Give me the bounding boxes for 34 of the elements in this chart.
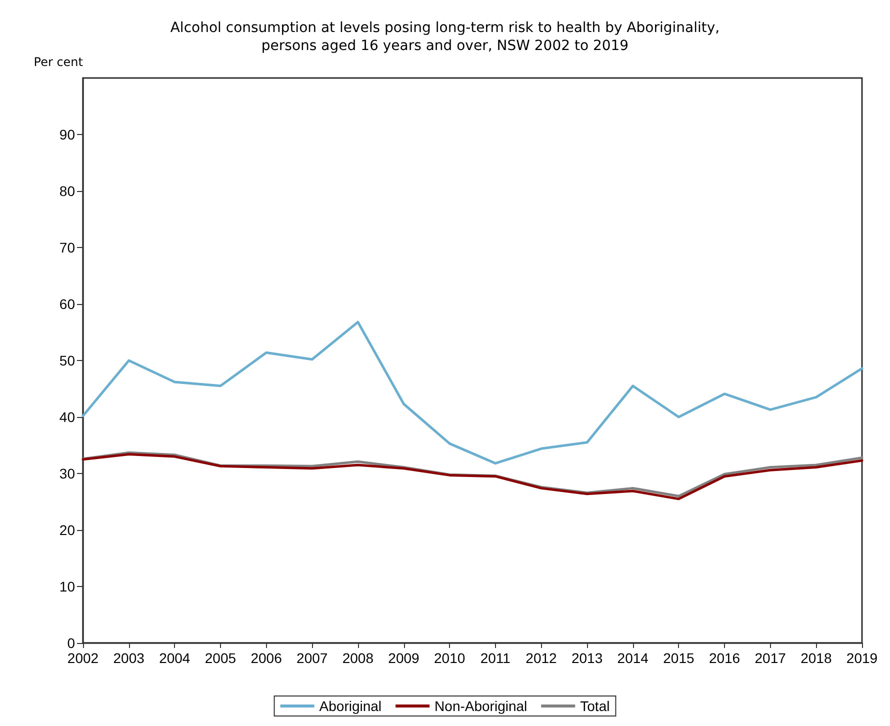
x-tick-label: 2013	[571, 650, 603, 666]
x-tick-label: 2016	[708, 650, 740, 666]
x-tick-label: 2004	[159, 650, 190, 666]
line-series	[82, 320, 864, 465]
x-tick-label: 2011	[480, 650, 511, 666]
y-tick-label: 70	[59, 240, 76, 256]
x-tick-label: 2010	[434, 650, 466, 666]
chart-title: Alcohol consumption at levels posing long-term risk to health by Aboriginality, persons aged 16 years and over, NSW 2002 to 2019	[170, 20, 720, 54]
y-tick-label: 30	[59, 466, 76, 482]
y-tick-label: 50	[59, 352, 76, 368]
x-tick-label: 2003	[113, 650, 145, 666]
x-tick-label: 2008	[342, 650, 374, 666]
legend-label: Total	[580, 698, 610, 714]
x-tick-label: 2018	[800, 650, 832, 666]
x-tick-label: 2006	[250, 650, 282, 666]
y-tick-label: 40	[59, 409, 76, 425]
legend-label: Aboriginal	[319, 698, 382, 714]
y-tick-label: 60	[59, 296, 76, 312]
x-tick-label: 2007	[296, 650, 328, 666]
y-tick-label: 10	[59, 578, 76, 594]
x-tick-label: 2012	[526, 650, 558, 666]
y-tick-label: 80	[59, 183, 76, 199]
y-tick-label: 90	[59, 126, 76, 142]
y-tick-label: 0	[67, 635, 76, 651]
x-tick-label: 2017	[754, 650, 786, 666]
y-tick-label: 20	[59, 522, 76, 538]
x-tick-label: 2009	[388, 650, 420, 666]
x-tick-label: 2019	[846, 650, 878, 666]
x-tick-label: 2014	[617, 650, 649, 666]
y-axis-title: Per cent	[34, 55, 84, 69]
legend-label: Non-Aboriginal	[434, 698, 528, 714]
x-tick-label: 2015	[663, 650, 694, 666]
x-tick-label: 2005	[204, 650, 236, 666]
x-tick-label: 2002	[67, 650, 99, 666]
